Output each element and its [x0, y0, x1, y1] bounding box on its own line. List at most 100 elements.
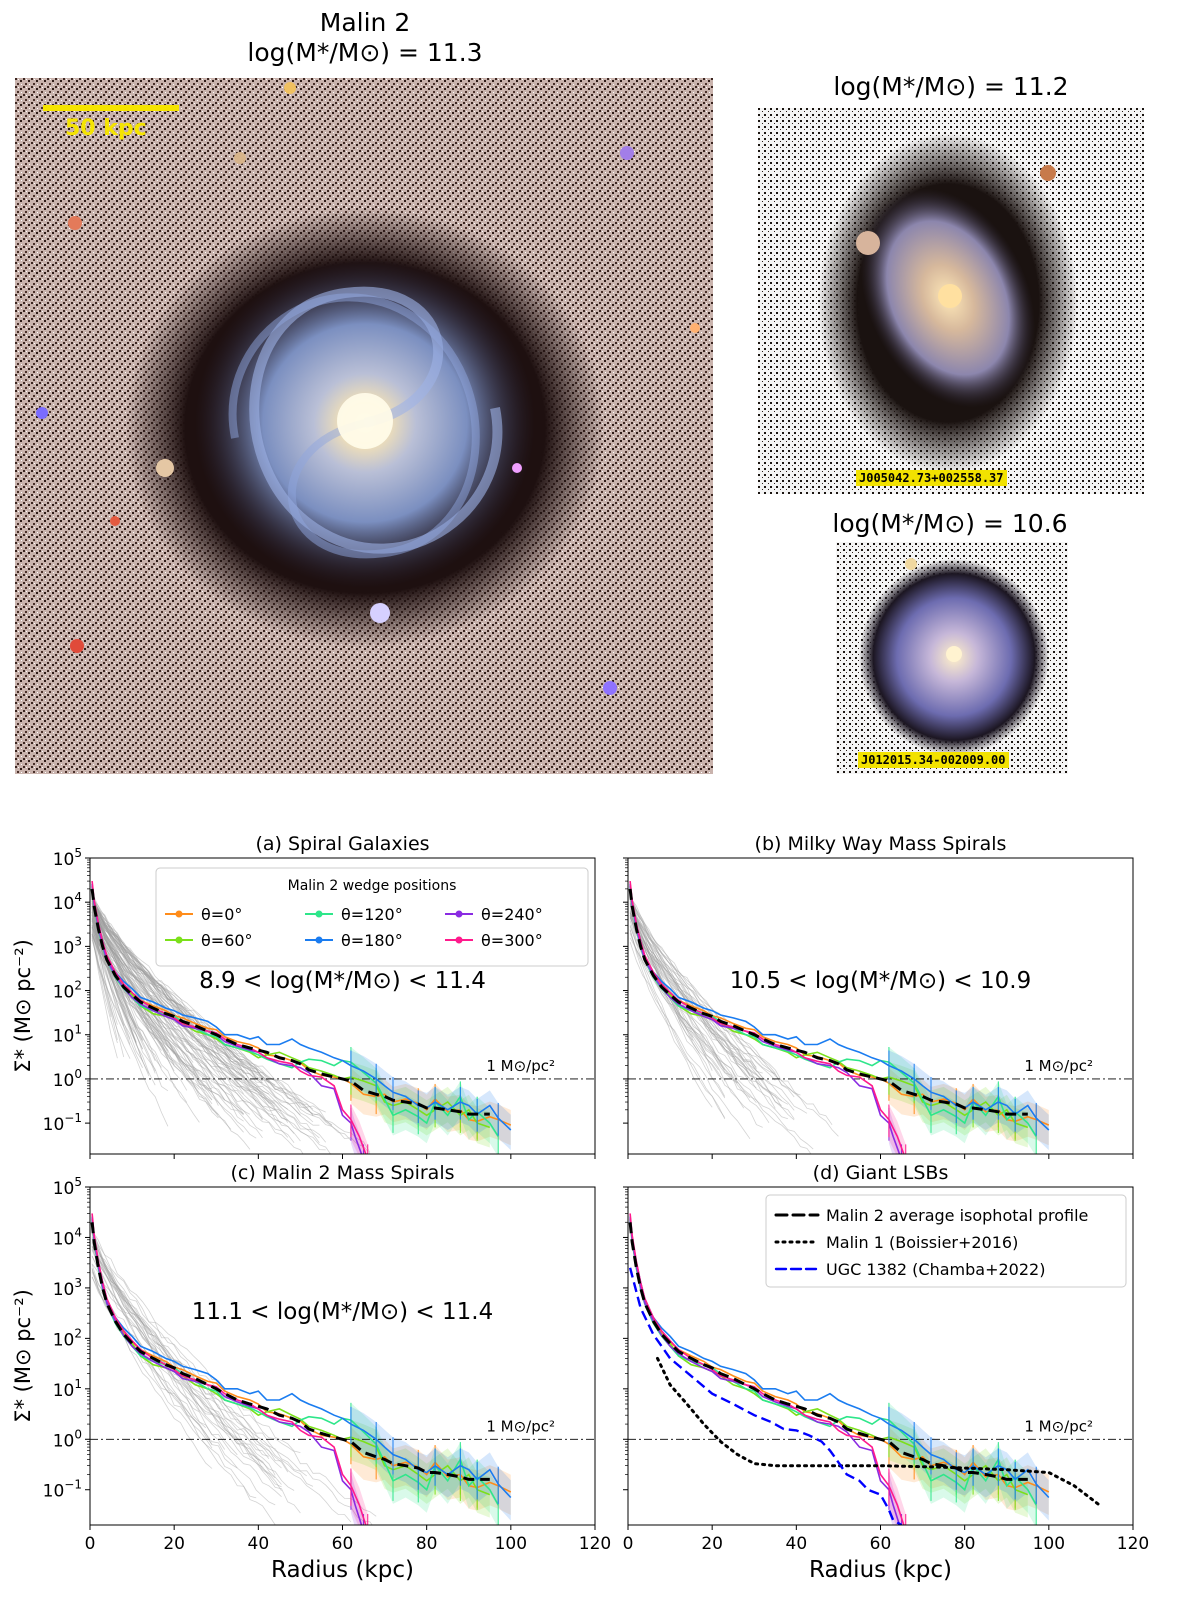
sample-galaxy-profile	[629, 902, 751, 1099]
sample-galaxy-profile	[91, 907, 131, 1040]
sample-galaxy-profile	[91, 926, 150, 1077]
sample-galaxy-profile	[91, 892, 263, 1081]
sample-galaxy-profile	[629, 896, 776, 1081]
panel-title: (b) Milky Way Mass Spirals	[755, 833, 1007, 855]
y-tick-label: 105	[53, 846, 82, 870]
sample-galaxy-profile	[91, 939, 143, 1068]
sample-galaxy-profile	[91, 895, 326, 1113]
x-tick-label: 100	[495, 1534, 527, 1554]
sample-galaxy-profile	[629, 916, 763, 1074]
sample-galaxy-profile	[91, 1241, 270, 1460]
sample-galaxy-profile	[91, 915, 276, 1104]
wedge-profile-3	[629, 1216, 1050, 1499]
sample-galaxy-profile	[629, 904, 782, 1106]
legend-label: θ=120°	[341, 905, 403, 924]
sample-galaxy-profile	[91, 900, 320, 1139]
reference-line-label: 1 M⊙/pc²	[1024, 1417, 1093, 1435]
y-tick-label: 100	[53, 1427, 82, 1451]
sample-galaxy-profile	[629, 929, 713, 1108]
sample-galaxy-profile	[629, 917, 770, 1124]
x-axis-label: Radius (kpc)	[809, 1557, 952, 1583]
sample-galaxy-profile	[91, 900, 276, 1086]
malin2-galaxy-image: 50 kpc	[15, 78, 713, 774]
plot-area-d	[628, 1213, 1133, 1525]
x-tick-label: 120	[579, 1534, 611, 1554]
galaxy-id-j012015: J012015.34-002009.00	[858, 752, 1009, 768]
sample-galaxy-profile	[629, 904, 795, 1111]
sample-galaxy-profile	[629, 899, 795, 1098]
panel-title: (c) Malin 2 Mass Spirals	[230, 1162, 454, 1184]
y-tick-label: 105	[53, 1175, 82, 1199]
sample-galaxy-profile	[91, 906, 263, 1121]
sample-galaxy-profile	[629, 913, 795, 1120]
sample-galaxy-profile	[91, 895, 156, 1040]
sample-galaxy-profile	[91, 1230, 282, 1492]
sample-galaxy-profile	[91, 1268, 295, 1491]
legend-marker	[315, 936, 323, 944]
legend-label: Malin 1 (Boissier+2016)	[826, 1233, 1018, 1252]
legend-label: θ=60°	[201, 931, 253, 950]
wedge-legend: Malin 2 wedge positions θ=0° θ=60° θ=120° θ=…	[155, 867, 589, 967]
wedge-error-band	[888, 1068, 1049, 1146]
sample-galaxy-profile	[91, 902, 244, 1073]
wedge-error-band	[350, 1047, 499, 1154]
galaxy-image-j005042: J005042.73+002558.37	[758, 108, 1144, 494]
sample-galaxy-profile	[91, 937, 131, 1059]
wedge-error-band	[888, 1402, 1037, 1525]
main-image-title: Malin 2 log(M*/M⊙) = 11.3	[15, 8, 715, 68]
sample-galaxy-profile	[629, 933, 812, 1154]
y-tick-label: 103	[53, 1276, 82, 1300]
y-tick-label: 10−1	[43, 1111, 82, 1135]
sample-galaxy-profile	[91, 907, 326, 1151]
sample-galaxy-profile	[91, 911, 225, 1101]
sample-galaxy-profile	[91, 919, 125, 1026]
panel-title: (a) Spiral Galaxies	[255, 833, 429, 855]
legend-marker	[315, 910, 323, 918]
y-tick-label: 101	[53, 1377, 82, 1401]
sample-galaxy-profile	[91, 912, 257, 1092]
sample-galaxy-profile	[91, 1231, 226, 1450]
wedge-error-band	[888, 1104, 906, 1154]
sample-galaxy-profile	[91, 929, 263, 1119]
y-tick-label: 100	[53, 1067, 82, 1091]
top-right-mass-label: log(M*/M⊙) = 11.2	[833, 72, 1069, 101]
sample-galaxy-profile	[91, 908, 118, 1025]
y-tick-label: 103	[53, 934, 82, 958]
lsb-legend: Malin 2 average isophotal profile Malin 1…	[765, 1194, 1127, 1288]
sample-galaxy-profile	[629, 897, 738, 1084]
sample-galaxy-profile	[91, 900, 257, 1080]
legend-box	[155, 867, 589, 967]
sample-galaxy-profile	[91, 1238, 377, 1517]
wedge-error-band	[888, 1426, 1049, 1515]
reference-line-label: 1 M⊙/pc²	[1024, 1057, 1093, 1075]
sample-galaxy-profile	[629, 896, 776, 1074]
sample-galaxy-profile	[91, 904, 276, 1111]
legend-label: θ=180°	[341, 931, 403, 950]
sample-galaxy-profile	[91, 898, 263, 1083]
sample-galaxy-profile	[91, 917, 156, 1086]
sample-galaxy-profile	[91, 926, 200, 1123]
x-tick-label: 80	[416, 1534, 438, 1554]
x-tick-label: 60	[332, 1534, 354, 1554]
y-tick-label: 10−1	[43, 1478, 82, 1502]
average-profile	[90, 1222, 490, 1481]
sample-galaxy-profile	[91, 897, 282, 1124]
sample-galaxy-profile	[91, 920, 143, 1050]
sample-galaxy-profile	[91, 920, 112, 1017]
wedge-error-band	[350, 1406, 511, 1521]
sample-galaxy-profile	[629, 897, 839, 1137]
sample-galaxy-profile	[629, 902, 789, 1120]
sample-galaxy-profile	[91, 902, 276, 1107]
sample-galaxy-profile	[91, 1238, 282, 1485]
sample-galaxy-profile	[91, 907, 194, 1063]
legend-title: Malin 2 wedge positions	[288, 878, 457, 894]
wedge-error-band	[888, 1047, 1037, 1154]
x-tick-label: 40	[248, 1534, 270, 1554]
sample-galaxy-profile	[629, 908, 745, 1109]
wedge-error-band	[350, 1426, 511, 1515]
sample-galaxy-profile	[91, 933, 169, 1092]
sample-galaxy-profile	[91, 1232, 200, 1412]
wedge-profile-5	[629, 1213, 905, 1525]
sample-galaxy-profile	[629, 912, 808, 1114]
wedge-error-band	[350, 1402, 499, 1525]
